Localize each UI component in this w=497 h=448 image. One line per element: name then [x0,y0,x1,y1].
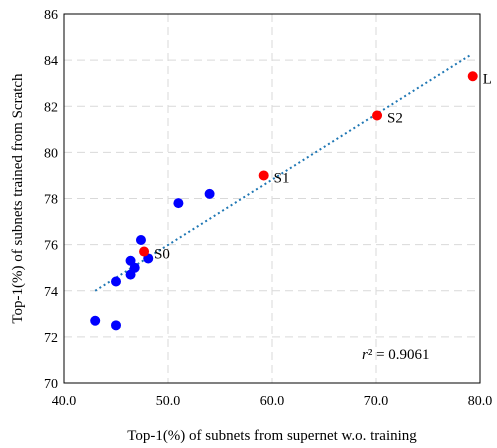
y-axis-title: Top-1(%) of subnets trained from Scratch [10,73,26,324]
point-label: S2 [387,110,403,126]
data-point [205,189,215,199]
point-label: S1 [274,170,290,186]
data-point [259,170,269,180]
y-tick-label: 76 [44,239,58,254]
y-tick-label: 70 [44,377,58,392]
data-point [111,320,121,330]
r-squared-value: ² = 0.9061 [368,347,430,363]
data-point [372,110,382,120]
grid [64,14,480,383]
y-tick-label: 72 [44,331,58,346]
y-tick-label: 84 [44,54,58,69]
y-tick-label: 86 [44,8,58,23]
x-tick-label: 50.0 [156,394,181,409]
x-axis-title: Top-1(%) of subnets from supernet w.o. t… [127,428,417,444]
y-tick-label: 74 [44,285,58,300]
data-point [90,316,100,326]
data-point [136,235,146,245]
x-tick-label: 70.0 [364,394,389,409]
x-tick-label: 80.0 [468,394,493,409]
r-squared-annotation: r² = 0.9061 [362,347,430,363]
point-label: L [483,71,492,87]
data-point [139,247,149,257]
y-tick-label: 80 [44,146,58,161]
data-point [111,277,121,287]
data-point [468,71,478,81]
x-tick-label: 40.0 [52,394,77,409]
data-point [173,198,183,208]
point-label: S0 [154,247,170,263]
y-tick-label: 78 [44,193,58,208]
x-tick-label: 60.0 [260,394,285,409]
y-tick-label: 82 [44,100,58,115]
data-point [126,256,136,266]
data-points: S0 S1 S2 L [90,71,492,330]
